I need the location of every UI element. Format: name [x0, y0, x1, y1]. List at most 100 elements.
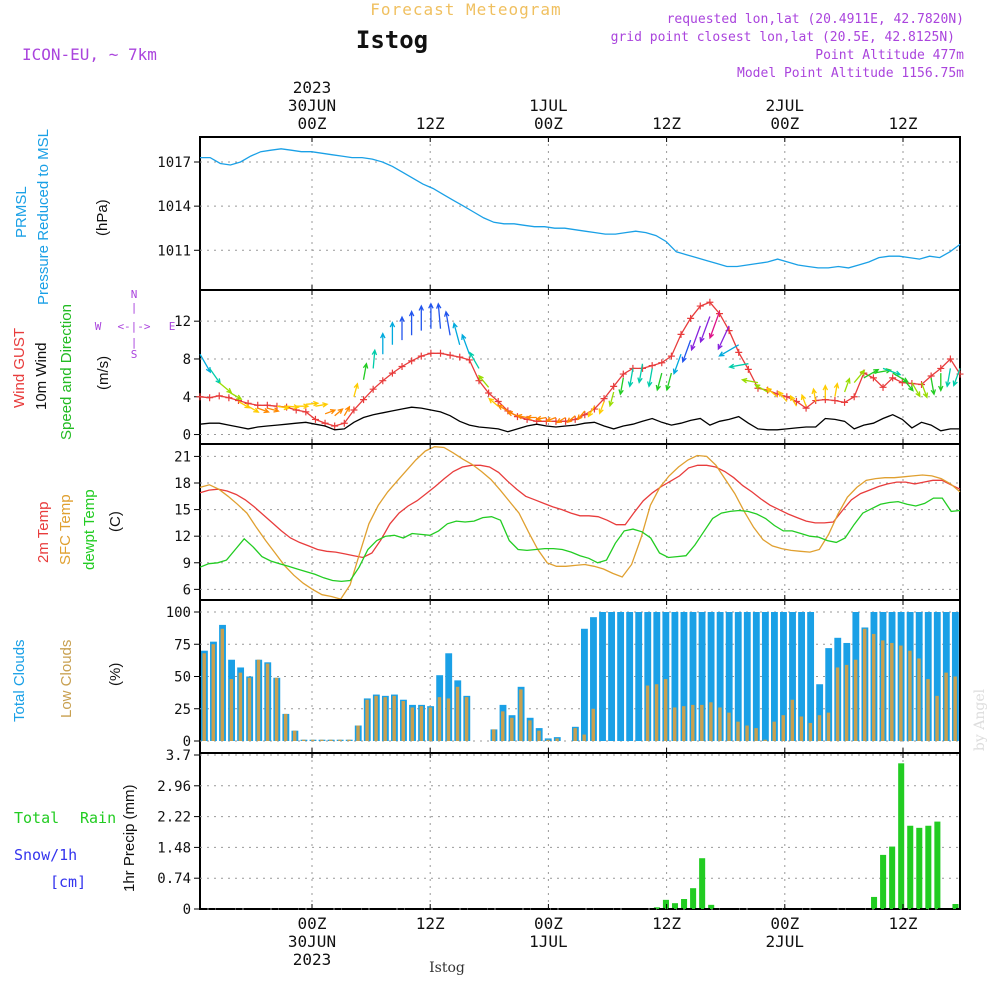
- gust-marker: [687, 314, 695, 322]
- gust-marker: [196, 393, 204, 401]
- low-cloud-bar: [329, 739, 333, 741]
- wind-direction-arrow: [800, 393, 807, 407]
- compass-arrows: <-|->: [117, 320, 150, 333]
- low-cloud-bar: [754, 728, 758, 741]
- temperature-ytick-label: 18: [174, 476, 191, 492]
- wind-direction-arrow: [576, 410, 586, 421]
- low-cloud-bar: [519, 689, 523, 741]
- rain-bar: [907, 825, 914, 909]
- gust-marker: [879, 383, 887, 391]
- wind-ytick-label: 12: [174, 314, 191, 330]
- gust-marker: [946, 355, 954, 363]
- low-cloud-bar: [672, 707, 677, 741]
- gust-marker: [379, 377, 387, 385]
- model-label: ICON-EU, ~ 7km: [22, 45, 157, 64]
- low-cloud-bar: [853, 659, 858, 741]
- gust-marker: [494, 397, 502, 405]
- low-cloud-bar: [709, 702, 713, 741]
- low-cloud-bar: [872, 633, 876, 741]
- low-cloud-bar: [383, 697, 387, 741]
- low-cloud-bar: [347, 739, 351, 741]
- low-cloud-bar: [510, 717, 514, 741]
- app-title: Forecast Meteogram: [370, 0, 561, 19]
- temp-labels: 2m Temp SFC Temp dewpt Temp (C): [35, 489, 124, 570]
- gust-marker: [841, 398, 849, 406]
- low-cloud-bar: [908, 650, 912, 741]
- prmsl-line: [200, 148, 961, 269]
- low-cloud-bar: [338, 739, 342, 741]
- low-cloud-bar: [265, 663, 270, 741]
- low-cloud-bar: [654, 684, 659, 741]
- gust-marker: [850, 393, 858, 401]
- rain-bar: [708, 904, 715, 909]
- low-cloud-bar: [274, 677, 279, 741]
- rain-word-label: Rain: [80, 809, 116, 827]
- compass-n: N: [131, 288, 138, 301]
- low-cloud-bar: [256, 659, 261, 741]
- wind-direction-arrow: [618, 377, 624, 396]
- pressure-label-2: Pressure Reduced to MSL: [35, 129, 52, 305]
- top-time-label: 00Z: [534, 114, 563, 133]
- low-cloud-bar: [455, 686, 460, 741]
- temp-unit: (C): [107, 511, 124, 532]
- compass-e: E: [169, 320, 176, 333]
- bottom-time-label: 12Z: [889, 914, 918, 933]
- gust-marker: [398, 363, 406, 371]
- wind-direction-arrow: [627, 368, 634, 388]
- total-cloud-bar: [590, 617, 597, 741]
- gust-marker: [735, 348, 743, 356]
- gust-marker: [254, 401, 262, 409]
- model-altitude: Model Point Altitude 1156.75m: [737, 66, 964, 81]
- gust-marker: [619, 370, 627, 378]
- chart-area: 1011 1014 1017 0 4 8 12 6 9 12 15 18 21 0 25 50 75 100 0 0.…: [157, 78, 964, 969]
- wind-direction-arrow: [646, 368, 653, 388]
- gust-marker: [408, 357, 416, 365]
- gust-marker: [648, 362, 656, 370]
- direction-label: Speed and Direction: [58, 304, 75, 440]
- wind-direction-arrow: [267, 407, 280, 413]
- wind-direction-arrow: [598, 401, 605, 415]
- wind-direction-arrow: [435, 302, 442, 329]
- snow-unit: [cm]: [50, 873, 86, 891]
- low-cloud-bar: [501, 711, 505, 741]
- total-cloud-bar: [761, 612, 769, 741]
- total-cloud-bar: [798, 612, 805, 741]
- rain-bar: [889, 846, 896, 909]
- 10m-wind-line: [199, 406, 960, 433]
- wind-direction-arrow: [740, 377, 759, 384]
- wind-frame: [199, 289, 961, 445]
- sfc-temp-line: [199, 446, 961, 600]
- low-cloud-bar: [573, 728, 577, 741]
- precipitation-ytick-label: 3.7: [166, 748, 191, 764]
- wind-labels: Wind GUST 10m Wind Speed and Direction (…: [11, 304, 112, 440]
- total-cloud-bar: [698, 612, 706, 741]
- low-cloud-bar: [446, 698, 451, 741]
- wind-direction-arrow: [452, 321, 461, 345]
- wind-direction-arrow: [665, 372, 673, 392]
- low-cloud-bar: [881, 640, 885, 741]
- low-cloud-bar: [555, 738, 559, 741]
- rain-bar: [653, 907, 660, 909]
- bottom-time-label: 12Z: [416, 914, 445, 933]
- gust-marker: [706, 298, 714, 306]
- low-clouds-label: Low Clouds: [58, 640, 75, 718]
- wind-direction-arrow: [655, 372, 663, 392]
- wind-direction-arrow: [515, 413, 528, 420]
- top-time-label: 12Z: [416, 114, 445, 133]
- clouds-ytick-label: 25: [174, 702, 191, 718]
- total-cloud-bar: [680, 612, 688, 741]
- top-time-label: 30JUN: [288, 96, 336, 115]
- temperature-ytick-label: 6: [183, 582, 191, 598]
- wind-direction-arrow: [334, 408, 344, 417]
- low-cloud-bar: [392, 695, 396, 741]
- point-altitude: Point Altitude 477m: [815, 48, 964, 63]
- wind-direction-arrow: [428, 302, 434, 329]
- wind-direction-arrow: [566, 415, 576, 424]
- low-cloud-bar: [428, 707, 433, 741]
- low-cloud-bar: [772, 721, 776, 741]
- temperature-ytick-label: 12: [174, 529, 191, 545]
- wind-direction-arrow: [699, 316, 711, 344]
- low-cloud-bar: [582, 734, 586, 741]
- wind-direction-arrow: [777, 390, 788, 402]
